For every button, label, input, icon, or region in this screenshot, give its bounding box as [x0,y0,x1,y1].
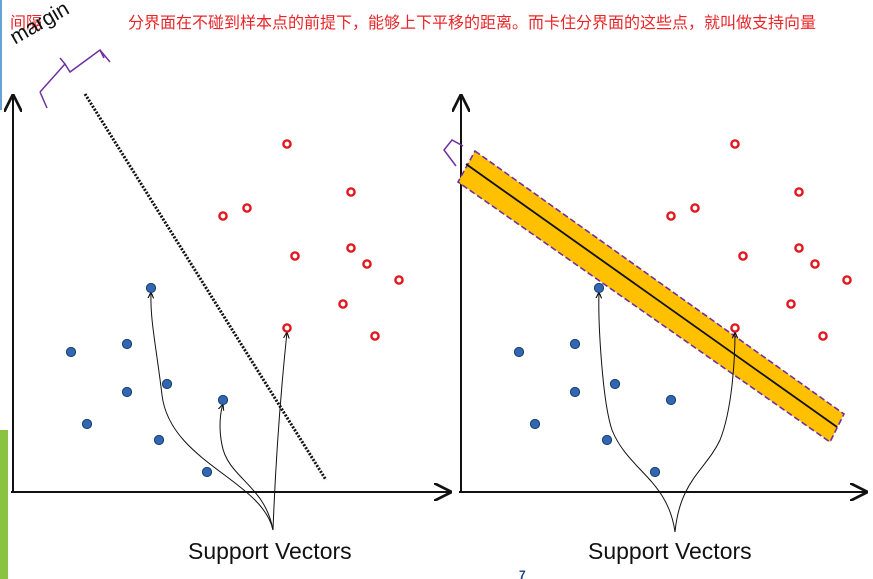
left-arrow-1 [151,292,274,531]
left-arrow-3 [272,332,287,531]
left-red-points [218,139,404,341]
right-red-point [794,187,804,197]
right-blue-point [569,386,581,398]
right-red-point [666,211,676,221]
left-blue-point [153,434,165,446]
right-panel: Support Vectors [443,96,866,564]
right-blue-point [513,346,525,358]
left-blue-point [217,394,229,406]
left-red-point [290,251,300,261]
left-red-point [394,275,404,285]
left-blue-point [121,338,133,350]
left-blue-point [145,282,157,294]
right-red-point [786,299,796,309]
left-edge-decoration [0,430,8,579]
right-arrow-2 [674,332,735,533]
right-red-point [818,331,828,341]
left-blue-point [201,466,213,478]
right-blue-point [569,338,581,350]
left-red-point [282,139,292,149]
left-arrow-2 [220,404,274,531]
right-support-vectors-caption: Support Vectors [588,538,752,564]
right-red-point [690,203,700,213]
left-red-point [218,211,228,221]
left-support-vectors-caption: Support Vectors [188,538,352,564]
left-red-point [282,323,292,333]
right-arrow-1 [599,292,676,533]
left-panel: Support Vectors [11,93,450,564]
right-red-point [842,275,852,285]
right-red-point [730,139,740,149]
left-blue-point [161,378,173,390]
right-blue-point [665,394,677,406]
right-blue-point [609,378,621,390]
left-red-point [370,331,380,341]
left-blue-points [65,282,229,478]
right-blue-points [513,282,677,478]
right-blue-point [649,466,661,478]
right-red-point [730,323,740,333]
left-red-point [362,259,372,269]
left-blue-point [81,418,93,430]
left-red-point [242,203,252,213]
left-red-point [346,187,356,197]
left-decision-boundary [83,93,328,481]
left-support-vector-arrows [151,292,287,531]
right-red-point [738,251,748,261]
margin-bracket [39,48,111,109]
right-blue-point [593,282,605,294]
right-red-point [810,259,820,269]
page-number: 7 [519,568,526,579]
right-margin-bracket [443,139,464,167]
left-blue-point [65,346,77,358]
left-red-point [346,243,356,253]
right-decision-boundary [465,163,838,428]
left-blue-point [121,386,133,398]
left-red-point [338,299,348,309]
right-blue-point [601,434,613,446]
margin-title-cn: 间隔 [10,13,43,32]
right-red-point [794,243,804,253]
margin-description: 分界面在不碰到样本点的前提下，能够上下平移的距离。而卡住分界面的这些点，就叫做支… [128,13,817,32]
margin-band [456,149,846,444]
right-red-points [666,139,852,341]
right-blue-point [529,418,541,430]
left-edge-line [0,0,2,110]
right-support-vector-arrows [599,292,735,533]
